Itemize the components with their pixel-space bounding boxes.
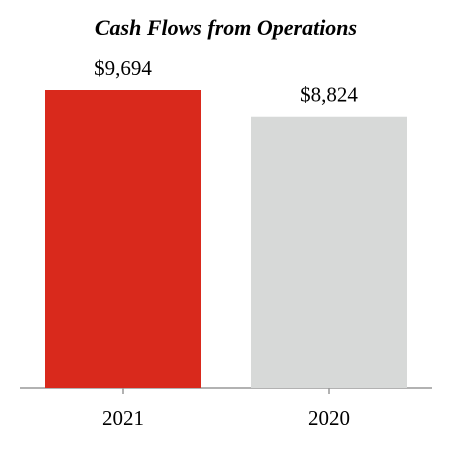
bar xyxy=(251,116,407,388)
value-label: $9,694 xyxy=(94,56,152,80)
x-tick-label: 2021 xyxy=(102,406,144,430)
x-tick-label: 2020 xyxy=(308,406,350,430)
bar xyxy=(45,90,201,388)
chart-title: Cash Flows from Operations xyxy=(95,15,357,40)
value-label: $8,824 xyxy=(300,83,358,107)
